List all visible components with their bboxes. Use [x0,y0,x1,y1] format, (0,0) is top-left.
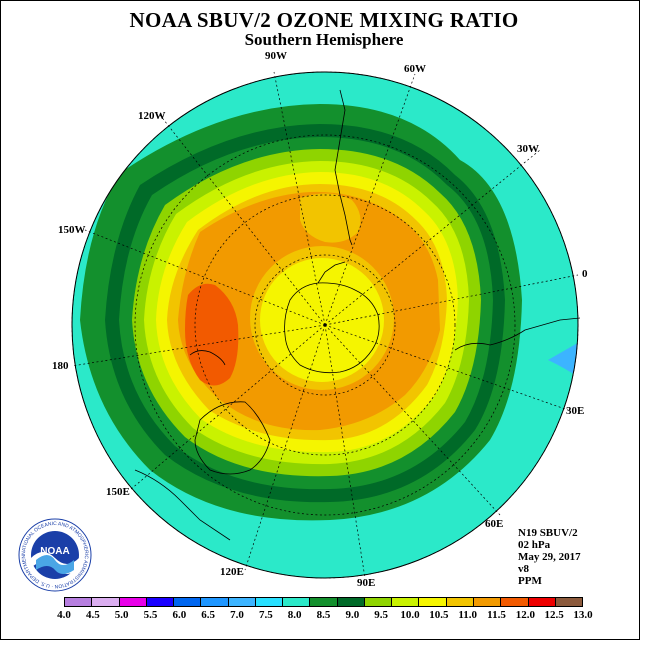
coastlines [134,89,581,541]
lon-label-120w: 120W [138,110,166,122]
logo-text: NOAA [40,546,69,557]
version-label: v8 [518,563,529,575]
new-zealand-coast [189,350,226,366]
colorbar-tick-label: 9.0 [345,609,360,621]
colorbar-tick-label: 8.5 [316,609,331,621]
colorbar-tick-label: 11.5 [487,609,506,621]
colorbar-segment [419,598,447,606]
units-label: PPM [518,575,542,587]
colorbar-segment [446,598,474,606]
colorbar-tick-label: 10.5 [429,609,449,621]
lon-label-0: 0 [582,268,588,280]
lon-label-90e: 90E [357,577,376,589]
colorbar-segment [392,598,420,606]
instrument-label: N19 SBUV/2 [518,527,578,539]
band-12.0-indian [185,283,239,386]
lon-label-90w: 90W [265,50,287,62]
lon-label-60e: 60E [485,518,504,530]
australia-coast [194,401,271,475]
colorbar-tick-label: 12.5 [544,609,564,621]
lon-label-150e: 150E [106,486,130,498]
colorbar-segment [119,598,147,606]
band-7.5-east [548,330,578,400]
colorbar-tick-label: 5.0 [114,609,129,621]
date-label: May 29, 2017 [518,551,581,563]
colorbar-segment [310,598,338,606]
lon-label-180: 180 [52,360,69,372]
colorbar-tick-label: 6.0 [172,609,187,621]
colorbar-tick-label: 5.5 [143,609,158,621]
noaa-logo: NATIONAL OCEANIC AND ATMOSPHERIC ADMINIS… [18,518,92,592]
colorbar-segment [283,598,311,606]
colorbar-segment [146,598,175,606]
colorbar-tick-label: 12.0 [515,609,535,621]
colorbar-tick-label: 8.0 [287,609,302,621]
colorbar-tick-label: 4.0 [57,609,71,621]
africa-coast [454,317,581,351]
info-block: N19 SBUV/2 02 hPa May 29, 2017 v8 PPM [518,527,581,587]
lon-label-120e: 120E [220,566,244,578]
colorbar-segment [174,598,202,606]
colorbar-segment [228,598,256,606]
level-label: 02 hPa [518,539,551,551]
lon-label-150w: 150W [58,224,86,236]
map-subtitle: Southern Hemisphere [244,30,404,49]
map-title: NOAA SBUV/2 OZONE MIXING RATIO [129,8,519,32]
colorbar-segment [528,598,556,606]
lon-label-30w: 30W [517,143,539,155]
lon-label-60w: 60W [404,63,426,75]
colorbar-tick-label: 7.5 [258,609,273,621]
colorbar-segment [501,598,529,606]
band-10.5-core [276,275,372,371]
colorbar-segment [201,598,229,606]
colorbar-segment [364,598,393,606]
colorbar-tick-label: 13.0 [573,609,593,621]
colorbar-segment [92,598,120,606]
colorbar-segment [65,598,93,606]
colorbar-segment [337,598,365,606]
lon-label-30e: 30E [566,405,585,417]
logo-water-icon [36,555,74,574]
colorbar-tick-label: 4.5 [85,609,100,621]
asia-coast [134,469,231,541]
colorbar-tick-label: 11.0 [458,609,477,621]
antarctica-coast [284,282,380,374]
colorbar-tick-label: 10.0 [400,609,420,621]
colorbar-tick-label: 9.5 [374,609,389,621]
colorbar-segment [473,598,502,606]
colorbar-segment [555,598,583,606]
figure-frame [0,0,640,640]
antarctic-peninsula [317,261,346,284]
colorbar-tick-label: 7.0 [230,609,244,621]
south-america-coast [334,89,353,246]
colorbar-tick-label: 6.5 [201,609,216,621]
colorbar-segment [255,598,284,606]
band-11.0-southamerica [300,193,361,243]
colorbar-ticks: 4.0 4.5 5.0 5.5 6.0 6.5 7.0 7.5 8.0 8.5 9.0 9.5 10.0… [57,609,593,623]
map-boundary [71,71,579,579]
colorbar [64,597,583,607]
